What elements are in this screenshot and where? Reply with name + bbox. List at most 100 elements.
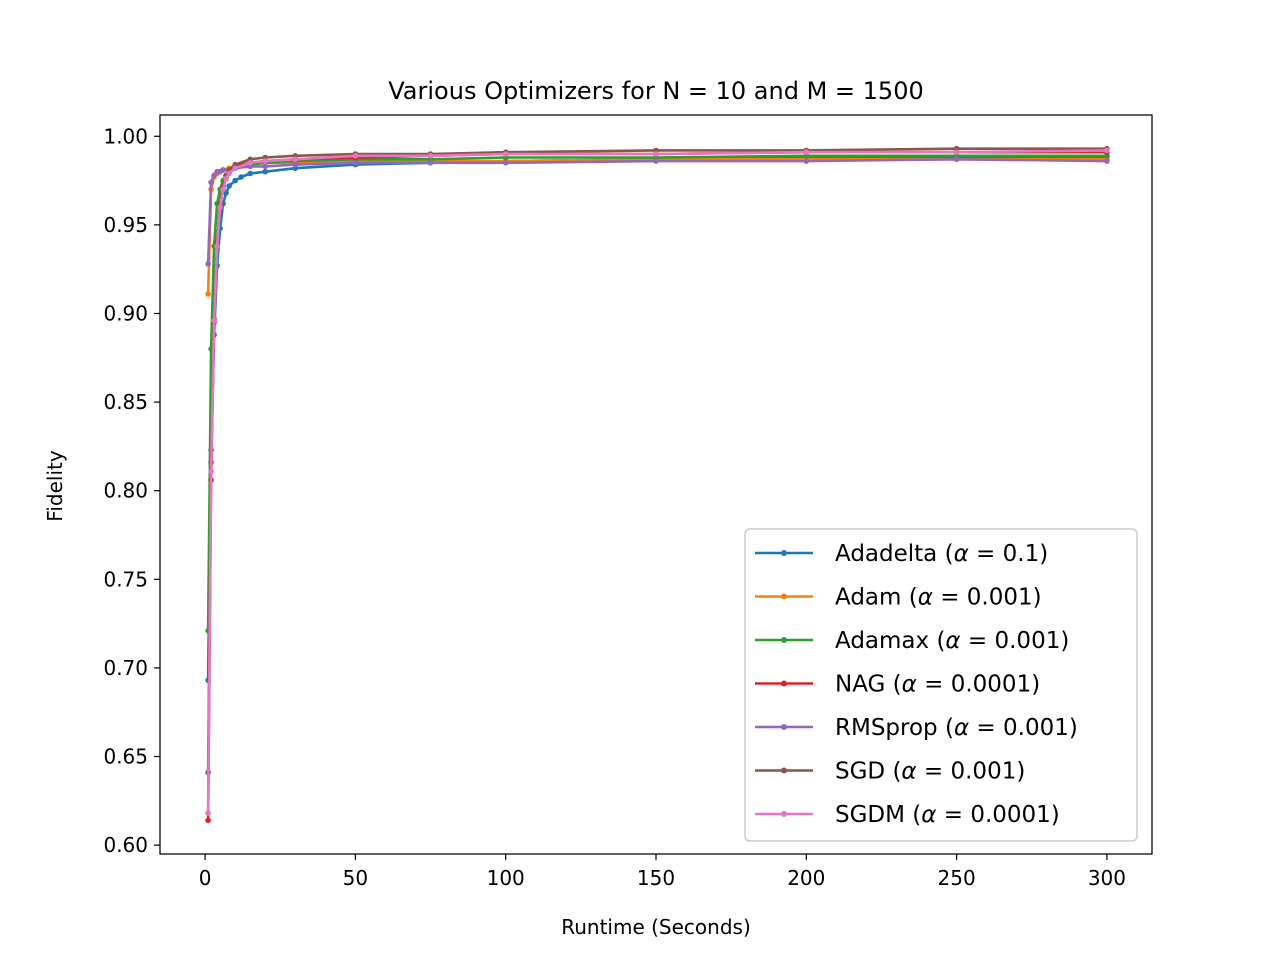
alpha-symbol: α — [902, 672, 917, 698]
data-point — [292, 156, 299, 163]
legend-label-suffix: = 0.001) — [933, 585, 1042, 611]
legend-item: RMSprop (α = 0.001) — [755, 715, 1078, 741]
y-tick-label: 1.00 — [103, 124, 148, 148]
legend-marker — [781, 811, 787, 817]
data-point — [262, 163, 269, 170]
data-point — [653, 158, 659, 164]
data-point — [211, 317, 217, 324]
legend-item: SGD (α = 0.001) — [755, 759, 1025, 785]
data-point — [208, 468, 214, 475]
x-axis-ticks: 0 50 100 150 200 250 300 — [199, 854, 1126, 890]
y-tick-label: 0.95 — [103, 213, 148, 237]
y-tick-label: 0.85 — [103, 390, 148, 414]
data-point — [217, 204, 223, 210]
legend-label-prefix: NAG ( — [835, 672, 902, 698]
alpha-symbol: α — [954, 541, 969, 567]
data-point — [803, 158, 810, 164]
y-tick-label: 0.65 — [103, 745, 148, 769]
legend-box — [744, 528, 1138, 842]
legend-label-suffix: = 0.0001) — [917, 672, 1040, 698]
data-point — [208, 179, 214, 186]
legend-label: Adam (α = 0.001) — [835, 585, 1042, 611]
legend-label-prefix: SGD ( — [835, 759, 901, 785]
data-point — [205, 817, 211, 824]
legend-label-suffix: = 0.1) — [969, 541, 1048, 567]
data-point — [502, 160, 509, 166]
data-point — [220, 186, 226, 193]
legend-item: Adadelta (α = 0.1) — [755, 541, 1048, 567]
legend-label-suffix: = 0.001) — [969, 715, 1078, 741]
alpha-symbol: α — [921, 802, 936, 828]
legend-label: SGDM (α = 0.0001) — [835, 802, 1060, 828]
legend-label-prefix: Adamax ( — [835, 628, 945, 654]
legend-marker — [781, 767, 787, 774]
data-point — [205, 810, 211, 816]
legend-marker — [781, 593, 787, 600]
legend: Adadelta (α = 0.1)Adam (α = 0.001)Adamax… — [744, 528, 1138, 842]
data-point — [352, 160, 359, 166]
y-tick-label: 0.60 — [103, 833, 148, 857]
series-6 — [205, 147, 1110, 816]
data-point — [226, 183, 232, 189]
legend-label-prefix: RMSprop ( — [835, 715, 954, 741]
legend-item: SGDM (α = 0.0001) — [755, 802, 1060, 828]
x-tick-label: 300 — [1088, 866, 1126, 890]
legend-item: Adam (α = 0.001) — [755, 585, 1042, 611]
data-point — [214, 243, 220, 249]
legend-label: Adadelta (α = 0.1) — [835, 541, 1048, 567]
data-point — [226, 170, 232, 177]
legend-marker — [781, 680, 787, 687]
data-point — [247, 170, 253, 177]
series-layer — [205, 145, 1110, 824]
legend-label: NAG (α = 0.0001) — [835, 672, 1040, 698]
y-tick-label: 0.70 — [103, 656, 148, 680]
chart-title: Various Optimizers for N = 10 and M = 15… — [388, 77, 924, 105]
data-point — [223, 176, 229, 182]
data-point — [292, 161, 299, 168]
y-tick-label: 0.80 — [103, 479, 148, 503]
x-tick-label: 150 — [637, 866, 675, 890]
alpha-symbol: α — [954, 715, 969, 741]
data-point — [352, 153, 359, 159]
data-point — [953, 156, 960, 163]
legend-marker — [781, 637, 787, 643]
x-tick-label: 50 — [343, 866, 368, 890]
data-point — [232, 177, 238, 184]
legend-label-suffix: = 0.001) — [917, 759, 1026, 785]
data-point — [232, 165, 238, 171]
legend-items: Adadelta (α = 0.1)Adam (α = 0.001)Adamax… — [755, 541, 1078, 828]
data-point — [205, 291, 211, 297]
x-tick-label: 100 — [487, 866, 525, 890]
x-tick-label: 250 — [938, 866, 976, 890]
data-point — [953, 149, 960, 155]
data-point — [262, 168, 269, 175]
legend-label-suffix: = 0.001) — [961, 628, 1070, 654]
x-tick-label: 0 — [199, 866, 212, 890]
legend-label: SGD (α = 0.001) — [835, 759, 1025, 785]
legend-marker — [781, 550, 787, 556]
legend-item: NAG (α = 0.0001) — [755, 672, 1040, 698]
legend-label: RMSprop (α = 0.001) — [835, 715, 1078, 741]
data-point — [427, 160, 434, 166]
legend-label-prefix: SGDM ( — [835, 802, 921, 828]
alpha-symbol: α — [901, 759, 916, 785]
data-point — [1104, 147, 1110, 154]
x-tick-label: 200 — [787, 866, 825, 890]
y-tick-label: 0.90 — [103, 301, 148, 325]
data-point — [205, 261, 211, 267]
alpha-symbol: α — [918, 585, 933, 611]
legend-label-prefix: Adadelta ( — [835, 541, 954, 567]
data-point — [1104, 158, 1110, 164]
legend-label-suffix: = 0.0001) — [936, 802, 1059, 828]
x-axis-label: Runtime (Seconds) — [561, 915, 751, 939]
y-tick-label: 0.75 — [103, 567, 148, 591]
y-axis-label: Fidelity — [43, 450, 67, 522]
data-point — [238, 174, 244, 180]
legend-marker — [781, 724, 787, 730]
data-point — [262, 158, 269, 164]
legend-label-prefix: Adam ( — [835, 585, 918, 611]
data-point — [803, 149, 810, 155]
legend-label: Adamax (α = 0.001) — [835, 628, 1069, 654]
